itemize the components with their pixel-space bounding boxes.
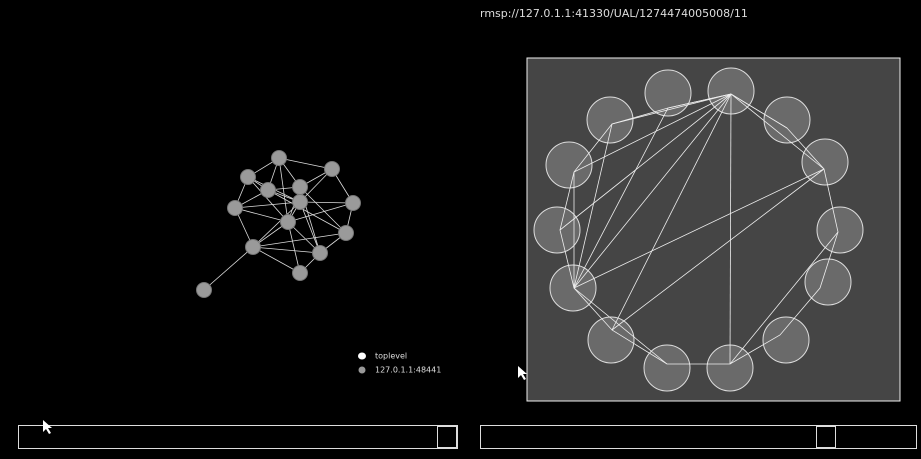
graph-edge [252,232,347,248]
scroll-thumb[interactable] [816,426,836,448]
legend-label: toplevel [375,352,407,361]
cursor [43,420,52,434]
hub-edge [573,123,613,289]
ring-edge [611,168,825,331]
graph-edge [234,201,301,209]
hub-edge [611,93,732,331]
hub-edge [730,93,788,129]
legend-swatch [358,352,366,360]
hub-edge [573,107,669,289]
scrollbar[interactable] [480,425,917,449]
hub-edge [729,93,732,365]
scrollbar[interactable] [18,425,458,449]
ring-node [586,96,634,144]
ring-node [545,141,593,189]
graph-node [345,195,361,211]
ring-node [816,206,864,254]
ring-node [587,316,635,364]
graph-node [260,182,276,198]
graph-edge [252,246,321,254]
graph-node [245,239,261,255]
graph-node [280,214,296,230]
graph-node [292,194,308,210]
graph-node [227,200,243,216]
hub-edge [730,93,825,170]
graph-node [292,265,308,281]
cursor [518,366,527,380]
graph-node [312,245,328,261]
graph-edge [234,207,289,223]
graph-edge [267,189,347,234]
graph-node [271,150,287,166]
hub-edge [573,93,732,173]
graph-edge [287,221,301,274]
graph-node [324,161,340,177]
graph-edge [278,157,333,170]
graph-edge [299,201,321,254]
legend-label: 127.0.1.1:48441 [375,366,441,375]
graph-node [338,225,354,241]
hub-edge [573,93,732,289]
ring-node [533,206,581,254]
hub-edge [573,168,825,289]
graph-edge [299,201,354,204]
graph-edge [278,157,289,223]
left-graph [196,150,361,298]
ring-edge [729,231,839,365]
graph-node [240,169,256,185]
ring-node [763,96,811,144]
graph-edge [252,246,301,274]
graph-node [196,282,212,298]
scroll-thumb[interactable] [437,426,457,448]
ring-node [801,138,849,186]
url-label: rmsp://127.0.1.1:41330/UAL/1274474005008… [480,7,748,20]
hub-edge [559,93,732,231]
hub-edge [573,287,668,365]
legend-swatch [358,366,366,374]
hub-edge [611,93,732,125]
ring-node [804,258,852,306]
graph-edge [203,246,254,291]
graph-edge [247,176,289,223]
graph-edge [287,202,354,223]
graph-edge [252,201,301,248]
graph-node [292,179,308,195]
ring-node [644,69,692,117]
ring-node [762,316,810,364]
graph-edge [299,186,347,234]
ring-node [643,344,691,392]
right-graph [533,67,864,392]
